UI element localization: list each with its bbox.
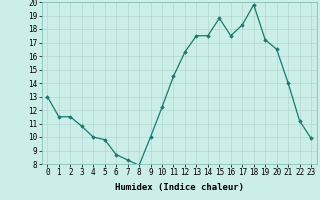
X-axis label: Humidex (Indice chaleur): Humidex (Indice chaleur) — [115, 183, 244, 192]
